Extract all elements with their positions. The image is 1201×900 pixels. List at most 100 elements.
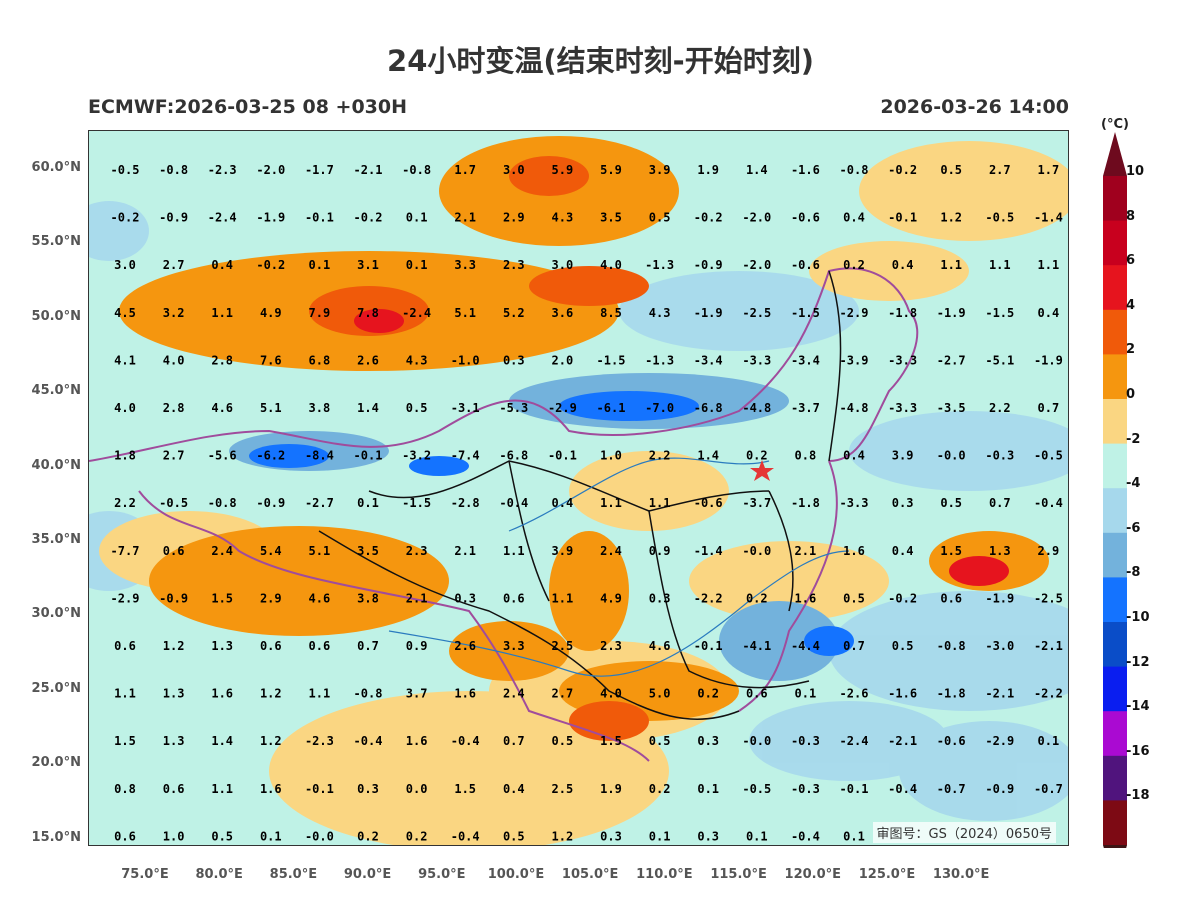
grid-value: -0.8 [159, 163, 188, 177]
grid-value: -0.2 [694, 211, 723, 225]
colorbar-unit: (°C) [1101, 117, 1129, 132]
lon-label: 90.0°E [343, 867, 392, 882]
grid-value: -1.7 [305, 163, 334, 177]
grid-value: 0.9 [649, 544, 671, 558]
grid-value: 1.1 [989, 258, 1011, 272]
grid-value: 0.1 [406, 258, 428, 272]
colorbar-tick-label: -12 [1126, 654, 1150, 670]
colorbar-segment [1103, 220, 1127, 266]
grid-value: 2.1 [454, 211, 476, 225]
grid-value: -0.5 [742, 782, 771, 796]
grid-value: 0.5 [649, 211, 671, 225]
grid-value: -1.0 [451, 353, 480, 367]
grid-value: 3.9 [649, 163, 671, 177]
grid-value: 1.3 [163, 734, 185, 748]
grid-value: -5.1 [985, 353, 1014, 367]
grid-value: -5.6 [208, 449, 237, 463]
grid-value: -2.9 [840, 306, 869, 320]
grid-value: 1.1 [503, 544, 525, 558]
colorbar-top-cap [1103, 132, 1127, 176]
grid-value: -0.9 [985, 782, 1014, 796]
grid-value: -0.9 [159, 211, 188, 225]
grid-value: -0.7 [937, 782, 966, 796]
grid-value: 1.6 [843, 544, 865, 558]
grid-value: -0.4 [791, 829, 820, 843]
grid-value: 0.5 [892, 639, 914, 653]
grid-value: 0.2 [746, 591, 768, 605]
colorbar-segment [1103, 577, 1127, 623]
grid-value: 1.7 [454, 163, 476, 177]
grid-value: 1.9 [697, 163, 719, 177]
grid-value: 2.7 [989, 163, 1011, 177]
grid-value: -2.0 [742, 258, 771, 272]
colorbar-segment [1103, 354, 1127, 400]
lon-label: 85.0°E [269, 867, 318, 882]
grid-value: -0.2 [256, 258, 285, 272]
grid-value: 3.5 [600, 211, 622, 225]
grid-value: 0.6 [163, 782, 185, 796]
colorbar-segment [1103, 309, 1127, 355]
grid-value: 0.4 [892, 544, 914, 558]
grid-value: 4.3 [649, 306, 671, 320]
grid-value: -0.1 [354, 449, 383, 463]
grid-value: 2.1 [406, 591, 428, 605]
hot-spots [309, 156, 1009, 741]
lat-label: 40.0°N [31, 457, 81, 473]
grid-value: 1.1 [1038, 258, 1060, 272]
grid-value: 2.6 [357, 353, 379, 367]
grid-value: 2.3 [600, 639, 622, 653]
grid-value: -0.8 [840, 163, 869, 177]
grid-value: -0.4 [354, 734, 383, 748]
colorbar-segment [1103, 176, 1127, 222]
colorbar-tick-label: -2 [1126, 431, 1141, 447]
grid-value: -2.9 [985, 734, 1014, 748]
grid-value: 0.7 [843, 639, 865, 653]
grid-value: -2.3 [305, 734, 334, 748]
grid-value: -0.0 [742, 734, 771, 748]
grid-value: -1.9 [694, 306, 723, 320]
colorbar [1103, 132, 1127, 848]
grid-value: 0.8 [795, 449, 817, 463]
grid-value: -0.1 [888, 211, 917, 225]
colorbar-segment [1103, 800, 1127, 846]
grid-value: -3.3 [840, 496, 869, 510]
grid-value: 0.1 [746, 829, 768, 843]
grid-value: 5.1 [260, 401, 282, 415]
grid-value: 4.9 [600, 591, 622, 605]
grid-value: 0.5 [406, 401, 428, 415]
grid-value: 0.4 [1038, 306, 1060, 320]
grid-value: 5.9 [552, 163, 574, 177]
grid-value: 0.3 [892, 496, 914, 510]
grid-value: 2.2 [649, 449, 671, 463]
grid-value: 0.1 [357, 496, 379, 510]
grid-value: 1.6 [454, 687, 476, 701]
grid-value: -6.1 [597, 401, 626, 415]
grid-value: -0.4 [499, 496, 528, 510]
grid-value: 3.9 [892, 449, 914, 463]
grid-value: 1.1 [211, 782, 233, 796]
grid-value: 1.2 [163, 639, 185, 653]
grid-value: 1.8 [114, 449, 136, 463]
colorbar-segment [1103, 488, 1127, 534]
grid-value: 3.3 [454, 258, 476, 272]
colorbar-tick-label: 6 [1126, 253, 1136, 269]
grid-value: -0.3 [791, 782, 820, 796]
colorbar-segment [1103, 532, 1127, 578]
grid-value: -0.1 [548, 449, 577, 463]
grid-value: 0.5 [843, 591, 865, 605]
grid-value: 2.5 [552, 782, 574, 796]
grid-value: 0.1 [649, 829, 671, 843]
colorbar-segment [1103, 399, 1127, 445]
grid-value: 0.2 [406, 829, 428, 843]
grid-value: 0.6 [940, 591, 962, 605]
grid-value: -2.0 [742, 211, 771, 225]
grid-value: 1.0 [163, 829, 185, 843]
grid-value: -3.4 [694, 353, 723, 367]
grid-value: -1.9 [985, 591, 1014, 605]
temperature-change-map[interactable]: -0.5 -0.8 -2.3 -2.0 -1.7 -2.1 -0.8 1.7 3.0 5.9 5.9… [88, 130, 1069, 846]
grid-value: 0.1 [1038, 734, 1060, 748]
grid-value: -7.7 [111, 544, 140, 558]
grid-value: 0.5 [940, 163, 962, 177]
lat-label: 60.0°N [31, 160, 81, 175]
grid-value: -3.1 [451, 401, 480, 415]
